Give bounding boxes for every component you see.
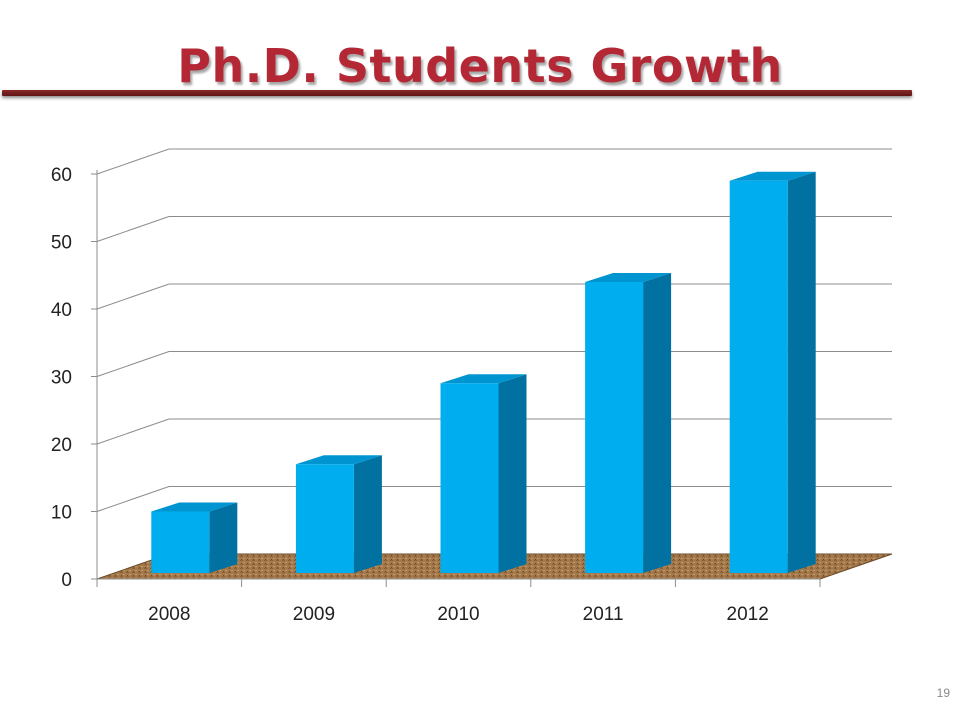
bar-side [353, 455, 382, 573]
bars [151, 171, 816, 573]
gridline [96, 148, 892, 175]
y-tick-label: 0 [61, 570, 72, 591]
x-tick-label: 2010 [437, 604, 479, 625]
bar-side [787, 171, 816, 573]
y-tick-label: 20 [51, 435, 72, 456]
bar [295, 455, 382, 573]
y-tick-label: 50 [51, 233, 72, 254]
x-tick-label: 2009 [293, 604, 335, 625]
bar-top [440, 374, 527, 384]
bar-front [440, 383, 499, 573]
bar-front [151, 511, 210, 573]
y-tick-label: 40 [51, 300, 72, 321]
y-tick-label: 10 [51, 503, 72, 524]
x-tick-label: 2012 [727, 604, 769, 625]
bar-side [643, 273, 672, 573]
bar-side [209, 502, 238, 573]
bar-side [498, 374, 527, 573]
axes: 0 10 20 30 40 50 60 2008 2009 2010 2011 2012 [51, 165, 821, 625]
bar [151, 502, 238, 573]
bar-front [729, 180, 788, 573]
bar [729, 171, 816, 573]
bar-front [295, 464, 354, 573]
bar-top [729, 171, 816, 181]
gridline [96, 216, 892, 242]
x-tick-label: 2011 [583, 604, 624, 625]
bar-top [295, 455, 382, 465]
x-tick-label: 2008 [148, 604, 190, 625]
bar [585, 273, 672, 573]
y-tick-label: 60 [51, 165, 72, 186]
page-number: 19 [936, 686, 950, 700]
slide-title: Ph.D. Students Growth [177, 39, 783, 93]
bar-top [151, 502, 238, 512]
bar-top [585, 273, 672, 282]
bar [440, 374, 527, 573]
title-divider [2, 90, 912, 96]
y-tick-label: 30 [51, 368, 72, 389]
bar-front [585, 282, 644, 573]
